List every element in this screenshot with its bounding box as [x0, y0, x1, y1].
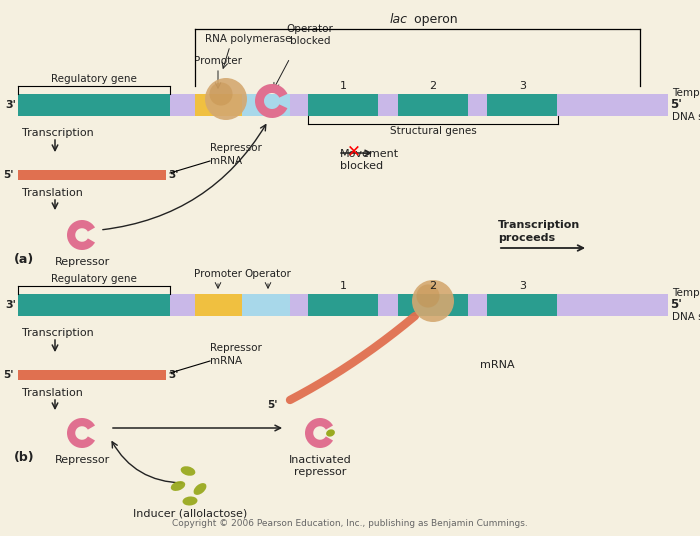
- Text: Promoter: Promoter: [194, 269, 242, 279]
- Text: 5': 5': [267, 400, 278, 410]
- Text: 2: 2: [429, 281, 437, 291]
- Bar: [195, 294, 242, 316]
- Text: Copyright © 2006 Pearson Education, Inc., publishing as Benjamin Cummings.: Copyright © 2006 Pearson Education, Inc.…: [172, 519, 528, 528]
- Text: 3: 3: [519, 81, 526, 91]
- Text: Repressor: Repressor: [210, 143, 262, 153]
- Text: 1: 1: [340, 281, 346, 291]
- Bar: [308, 94, 378, 116]
- Text: Translation: Translation: [22, 388, 83, 398]
- Text: lac: lac: [389, 13, 407, 26]
- Bar: [18, 170, 166, 180]
- Text: Template: Template: [672, 88, 700, 98]
- Ellipse shape: [171, 481, 186, 491]
- Ellipse shape: [326, 429, 335, 437]
- Text: 3: 3: [519, 281, 526, 291]
- Circle shape: [412, 280, 454, 322]
- Text: 5': 5': [670, 299, 682, 311]
- Bar: [18, 370, 166, 380]
- Bar: [18, 294, 668, 316]
- Text: 2: 2: [429, 281, 437, 291]
- Wedge shape: [305, 418, 333, 448]
- Text: Operator
blocked: Operator blocked: [286, 25, 333, 46]
- Text: (b): (b): [14, 451, 34, 464]
- Text: 1: 1: [340, 81, 346, 91]
- Text: mRNA: mRNA: [210, 356, 242, 366]
- Ellipse shape: [183, 496, 197, 505]
- Text: Repressor: Repressor: [210, 343, 262, 353]
- Text: Translation: Translation: [22, 188, 83, 198]
- Text: Repressor: Repressor: [55, 455, 110, 465]
- Text: 3': 3': [5, 300, 16, 310]
- Text: operon: operon: [410, 13, 457, 26]
- Text: Regulatory gene: Regulatory gene: [51, 74, 137, 84]
- Text: Structural genes: Structural genes: [390, 126, 477, 136]
- Bar: [18, 294, 170, 316]
- Text: 5': 5': [4, 170, 14, 180]
- Bar: [487, 94, 557, 116]
- Text: Promoter: Promoter: [194, 56, 242, 66]
- Text: repressor: repressor: [294, 467, 346, 477]
- Bar: [398, 94, 468, 116]
- Circle shape: [205, 78, 247, 120]
- Text: RNA polymerase: RNA polymerase: [204, 34, 291, 44]
- Bar: [242, 94, 290, 116]
- Ellipse shape: [194, 483, 206, 495]
- Text: ✕: ✕: [347, 142, 361, 160]
- Text: 2: 2: [429, 81, 437, 91]
- Text: 3': 3': [5, 100, 16, 110]
- Text: Transcription: Transcription: [22, 128, 94, 138]
- Text: Movement
blocked: Movement blocked: [340, 149, 399, 171]
- Text: DNA strand: DNA strand: [672, 312, 700, 322]
- Text: mRNA: mRNA: [480, 360, 514, 370]
- Bar: [487, 294, 557, 316]
- Bar: [398, 294, 468, 316]
- Text: mRNA: mRNA: [210, 156, 242, 166]
- Text: DNA strand: DNA strand: [672, 112, 700, 122]
- Text: Template: Template: [672, 288, 700, 298]
- Text: 3': 3': [168, 170, 178, 180]
- Text: 5': 5': [670, 99, 682, 111]
- Text: Regulatory gene: Regulatory gene: [51, 274, 137, 284]
- Text: 5': 5': [4, 370, 14, 380]
- Text: proceeds: proceeds: [498, 233, 555, 243]
- Wedge shape: [255, 84, 288, 118]
- Wedge shape: [67, 220, 95, 250]
- Text: Transcription: Transcription: [22, 328, 94, 338]
- Bar: [18, 94, 668, 116]
- Bar: [242, 294, 290, 316]
- Bar: [18, 94, 170, 116]
- Bar: [195, 94, 242, 116]
- Text: Transcription: Transcription: [498, 220, 580, 230]
- Text: (a): (a): [14, 253, 34, 266]
- Text: 3': 3': [168, 370, 178, 380]
- Text: Operator: Operator: [244, 269, 291, 279]
- Ellipse shape: [181, 466, 195, 476]
- Text: Repressor: Repressor: [55, 257, 110, 267]
- Circle shape: [209, 83, 232, 106]
- Text: Inactivated: Inactivated: [288, 455, 351, 465]
- Text: Inducer (allolactose): Inducer (allolactose): [133, 509, 247, 519]
- Circle shape: [416, 285, 440, 308]
- Bar: [308, 294, 378, 316]
- Wedge shape: [67, 418, 95, 448]
